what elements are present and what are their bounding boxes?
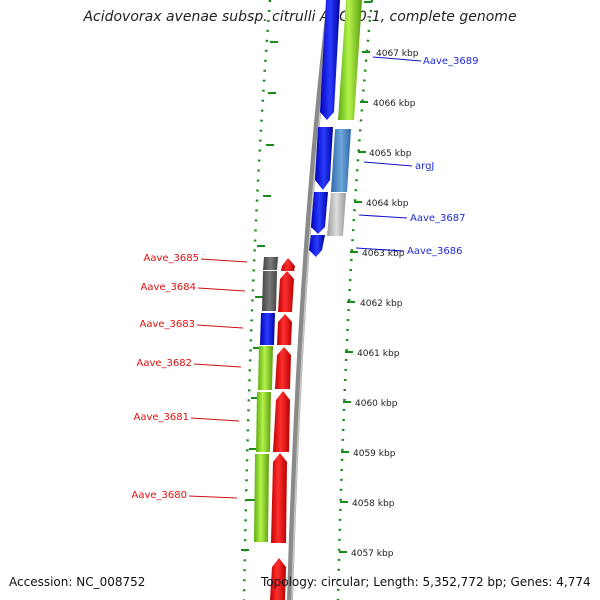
map-title: Acidovorax avenae subsp. citrulli AAC00-… [83,9,517,25]
gene-aave-3687[interactable] [327,193,346,236]
gene-blue-4[interactable] [309,235,325,257]
gene-red-2[interactable] [278,271,294,312]
reverse-strand-genes [254,257,295,600]
gene-aave-3680[interactable] [254,454,269,542]
right-tick-marks [339,1,372,553]
gene-blue-2[interactable] [315,127,333,190]
gene-red-4[interactable] [275,347,291,389]
accession-text: Accession: NC_008752 [9,575,146,589]
kbp-label: 4058 kbp [352,499,395,509]
gene-label: Aave_3689 [423,56,479,67]
kbp-label: 4061 kbp [357,349,400,359]
gene-aave-3681[interactable] [256,392,271,452]
kbp-label: 4060 kbp [355,399,398,409]
gene-label: Aave_3680 [132,490,188,501]
kbp-label: 4059 kbp [353,449,396,459]
kbp-label: 4064 kbp [366,199,409,209]
kbp-label: 4065 kbp [369,149,412,159]
gene-label: Aave_3685 [144,253,200,264]
gene-red-6[interactable] [271,453,287,543]
kbp-label: 4067 kbp [376,49,419,59]
kbp-labels: 4067 kbp 4066 kbp 4065 kbp 4064 kbp 4063… [351,49,419,559]
gene-red-7[interactable] [270,558,286,600]
gene-aave-3682[interactable] [258,346,273,390]
gene-label: Aave_3684 [141,282,197,293]
genome-summary-text: Topology: circular; Length: 5,352,772 bp… [261,575,591,589]
gene-blue-1[interactable] [320,0,340,120]
gene-aave-3685[interactable] [263,257,278,270]
backbone-line [287,0,333,600]
gene-label: argJ [415,161,434,172]
gene-aave-3689[interactable] [338,0,362,120]
gene-label: Aave_3683 [140,319,196,330]
reverse-gene-labels: Aave_3685 Aave_3684 Aave_3683 Aave_3682 … [132,253,248,501]
gene-aave-3683[interactable] [260,313,275,345]
gene-label: Aave_3686 [407,246,463,257]
kbp-label: 4063 kbp [362,249,405,259]
kbp-label: 4062 kbp [360,299,403,309]
gene-label: Aave_3687 [410,213,466,224]
gene-red-1[interactable] [281,258,295,271]
gene-red-5[interactable] [273,391,290,452]
left-tick-marks [241,41,278,551]
gene-aave-3684[interactable] [262,271,277,311]
gene-red-3[interactable] [277,314,292,345]
gene-argj[interactable] [331,129,351,192]
gene-blue-3[interactable] [311,192,328,234]
forward-strand-genes [309,0,362,257]
kbp-label: 4057 kbp [351,549,394,559]
gene-label: Aave_3682 [137,358,193,369]
kbp-label: 4066 kbp [373,99,416,109]
forward-gene-labels: Aave_3689 argJ Aave_3687 Aave_3686 [355,56,479,257]
gene-label: Aave_3681 [134,412,190,423]
